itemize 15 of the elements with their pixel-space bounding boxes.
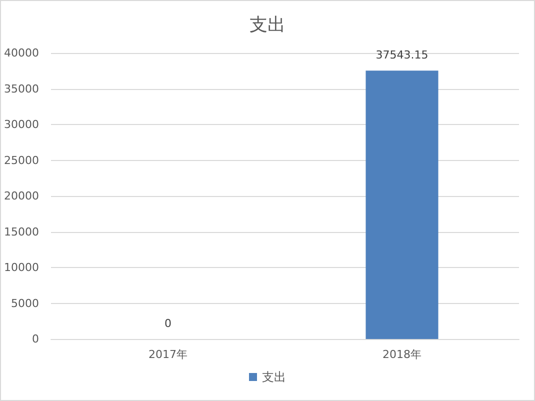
chart-title: 支出 <box>250 14 286 36</box>
y-tick-label: 5000 <box>11 296 39 310</box>
y-tick-label: 10000 <box>4 261 39 274</box>
y-tick-label: 25000 <box>4 154 39 167</box>
y-tick-label: 30000 <box>4 118 39 131</box>
y-tick-label: 0 <box>32 332 39 346</box>
y-tick-label: 20000 <box>4 190 39 202</box>
x-tick-label: 2017年 <box>148 348 188 361</box>
y-tick-label: 15000 <box>4 225 39 238</box>
x-tick-label: 2018年 <box>382 348 422 361</box>
legend-label: 支出 <box>262 370 286 384</box>
y-tick-label: 40000 <box>4 46 39 60</box>
y-tick-label: 35000 <box>4 82 39 96</box>
data-label: 0 <box>164 317 172 330</box>
data-label: 37543.15 <box>376 48 428 62</box>
